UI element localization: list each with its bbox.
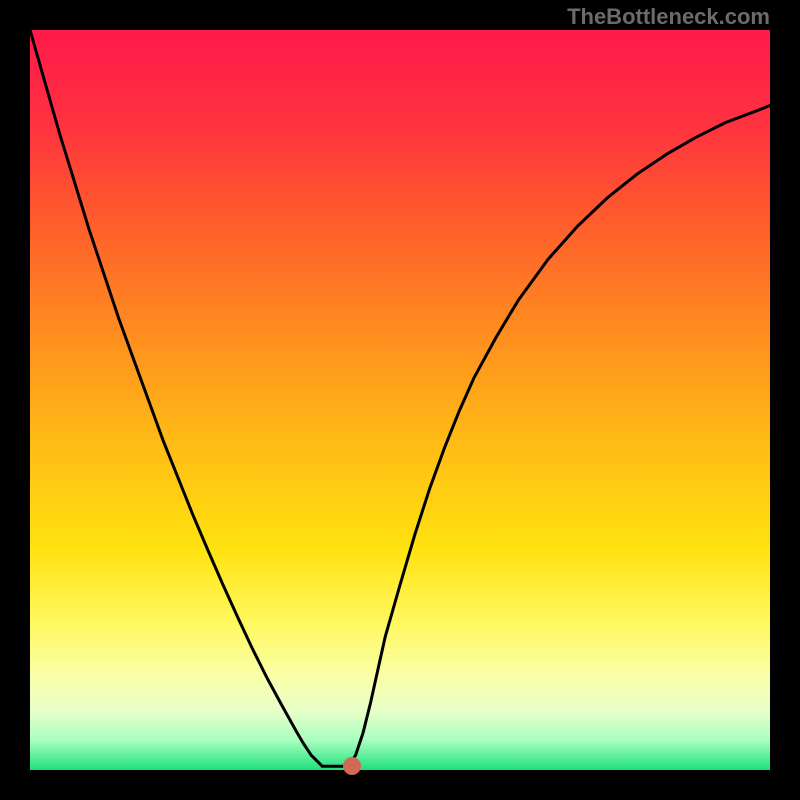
bottleneck-curve <box>30 30 770 770</box>
watermark-text: TheBottleneck.com <box>567 4 770 30</box>
minimum-marker <box>343 757 361 775</box>
chart-frame: TheBottleneck.com <box>0 0 800 800</box>
plot-area <box>30 30 770 770</box>
